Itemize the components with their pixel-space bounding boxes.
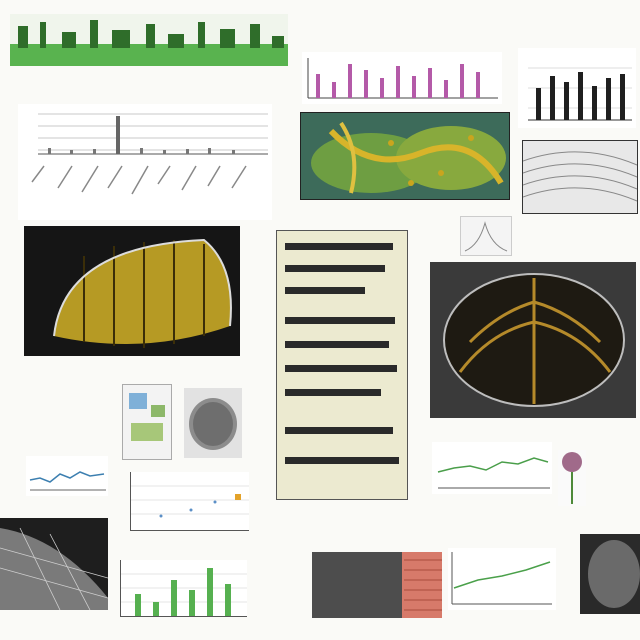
- gray-specimen-image: [184, 388, 242, 458]
- leaf-venation-image: [430, 262, 636, 418]
- small-scatter-chart: [130, 472, 249, 531]
- top-left-bar-chart: [18, 104, 272, 220]
- flower-image: [558, 450, 586, 506]
- bottom-left-mesh-image: [0, 518, 108, 610]
- right-grayscale-micrograph: [522, 140, 638, 214]
- top-right-black-bar-chart: [518, 48, 636, 128]
- bottom-green-bar-chart: [120, 560, 247, 617]
- right-line-chart: [432, 442, 552, 494]
- bottom-center-texture-image: [312, 552, 442, 618]
- small-curve-plot: [460, 216, 512, 256]
- left-line-chart: [26, 456, 108, 496]
- bottom-right-line-chart: [448, 548, 556, 610]
- top-green-banner: [10, 14, 288, 66]
- small-figure-thumbnail: [122, 384, 172, 460]
- center-text-box: [276, 230, 408, 500]
- bottom-right-micrograph: [580, 534, 640, 614]
- center-botanical-illustration: [300, 112, 510, 200]
- golden-leaf-micrograph: [24, 226, 240, 356]
- top-center-magenta-bar-chart: [302, 52, 502, 104]
